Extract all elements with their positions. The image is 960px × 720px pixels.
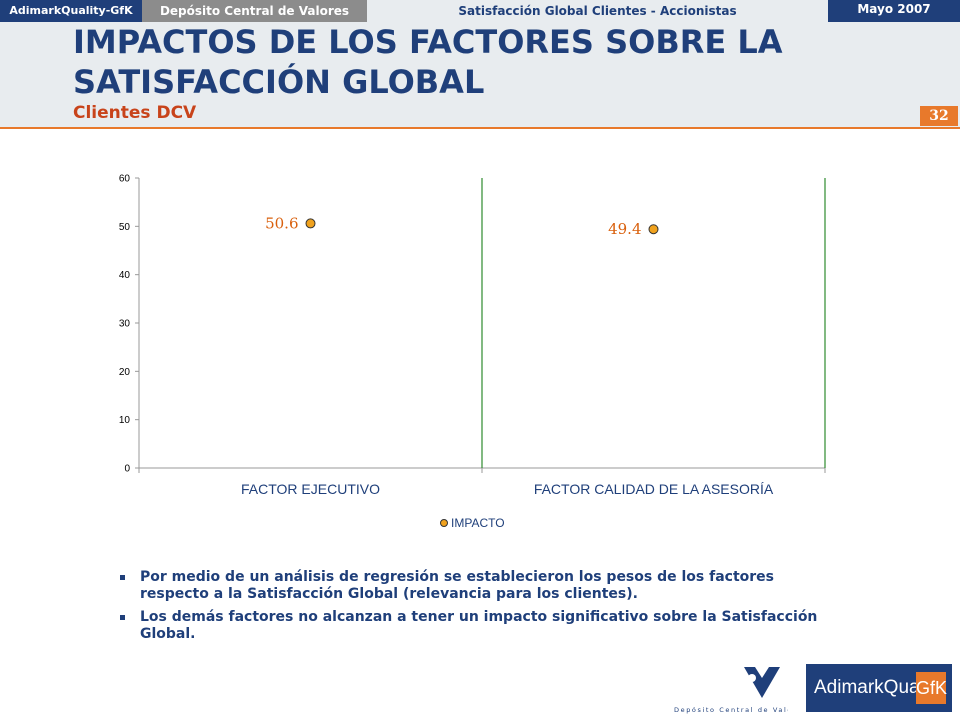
dcv-logo-text: Depósito Central de Valores (674, 706, 788, 714)
y-tick-label: 30 (119, 319, 131, 330)
data-point (305, 218, 316, 229)
category-label: FACTOR CALIDAD DE LA ASESORÍA (534, 481, 774, 497)
y-tick-label: 50 (119, 222, 131, 233)
adimark-gfk-logo: AdimarkQuality GfK (806, 664, 952, 712)
category-label: FACTOR EJECUTIVO (241, 481, 380, 497)
data-label: 49.4 (608, 220, 641, 238)
dcv-logo: Depósito Central de Valores (674, 667, 788, 714)
study-tab: Satisfacción Global Clientes - Accionist… (367, 0, 828, 22)
bullet-marker (120, 615, 125, 620)
page-number: 32 (920, 106, 958, 126)
bullet-marker (120, 575, 125, 580)
chart-labels: FACTOR EJECUTIVO FACTOR CALIDAD DE LA ASE… (241, 214, 774, 497)
top-bar: AdimarkQuality-GfK Depósito Central de V… (0, 0, 960, 22)
bullet-item: Por medio de un análisis de regresión se… (120, 569, 840, 603)
bullet-list: Por medio de un análisis de regresión se… (120, 569, 840, 649)
gfk-logo-text: AdimarkQuality (814, 677, 943, 698)
bullet-item: Los demás factores no alcanzan a tener u… (120, 609, 840, 643)
legend-marker (440, 519, 448, 527)
page-title: IMPACTOS DE LOS FACTORES SOBRE LA SATISF… (73, 23, 783, 101)
slide-header: IMPACTOS DE LOS FACTORES SOBRE LA SATISF… (0, 22, 960, 129)
y-tick-label: 20 (119, 367, 131, 378)
chart-legend: IMPACTO (440, 516, 505, 530)
data-point (648, 224, 659, 235)
date-tab: Mayo 2007 (828, 0, 960, 22)
bullet-text: Por medio de un análisis de regresión se… (140, 569, 774, 602)
legend-label: IMPACTO (451, 516, 505, 530)
page-subtitle: Clientes DCV (73, 103, 197, 123)
client-tab: Depósito Central de Valores (142, 0, 367, 22)
bullet-text: Los demás factores no alcanzan a tener u… (140, 609, 818, 642)
chart-marks (305, 218, 659, 235)
chart-axes: 0 10 20 30 40 50 60 (119, 174, 826, 475)
y-tick-label: 0 (124, 464, 130, 475)
data-label: 50.6 (265, 214, 298, 232)
brand-tab: AdimarkQuality-GfK (0, 0, 142, 22)
gfk-logo-box: GfK (916, 672, 947, 704)
y-tick-label: 60 (119, 174, 131, 185)
y-tick-label: 10 (119, 415, 131, 426)
impact-chart: 0 10 20 30 40 50 60 FACTOR EJECUTIVO FACTOR CAL… (119, 174, 826, 530)
y-tick-label: 40 (119, 270, 131, 281)
